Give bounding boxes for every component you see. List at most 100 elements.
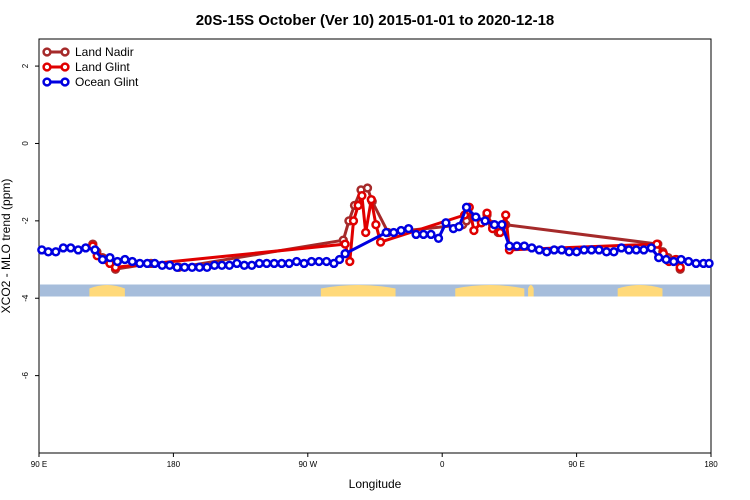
data-point xyxy=(127,256,137,267)
legend-swatch-marker xyxy=(60,77,70,87)
data-point xyxy=(277,258,287,269)
data-point xyxy=(639,245,649,255)
data-point xyxy=(469,225,479,236)
y-tick-label: -2 xyxy=(21,217,30,225)
data-point xyxy=(654,252,664,263)
data-point xyxy=(362,183,373,193)
data-point xyxy=(501,210,511,220)
data-point xyxy=(675,262,685,272)
data-point xyxy=(334,254,345,265)
data-point xyxy=(433,233,444,243)
legend-swatch-marker xyxy=(42,47,52,57)
land-segment xyxy=(455,284,525,297)
x-tick-label: 90 E xyxy=(568,460,584,469)
legend-label: Ocean Glint xyxy=(75,75,139,89)
land-segment xyxy=(528,284,534,297)
data-point xyxy=(527,243,537,253)
data-point xyxy=(418,229,429,240)
data-point xyxy=(519,241,529,251)
data-point xyxy=(480,216,490,226)
data-point xyxy=(504,241,515,251)
data-point xyxy=(284,258,294,269)
data-point xyxy=(321,256,332,267)
data-point xyxy=(97,254,108,265)
data-point xyxy=(624,245,634,255)
data-point xyxy=(306,256,317,267)
data-point xyxy=(51,247,61,257)
data-point xyxy=(172,262,182,272)
data-point xyxy=(396,225,406,236)
data-point xyxy=(375,237,386,247)
data-point xyxy=(471,212,481,222)
x-tick-label: 0 xyxy=(440,460,445,469)
data-point xyxy=(371,220,381,230)
data-point xyxy=(291,256,302,267)
data-point xyxy=(564,247,574,257)
data-point xyxy=(557,245,567,255)
data-point xyxy=(601,247,612,257)
data-point xyxy=(187,262,197,272)
data-point xyxy=(90,245,100,255)
legend-swatch-marker xyxy=(42,77,52,87)
land-segment xyxy=(320,284,396,297)
data-point xyxy=(165,260,175,270)
legend-item: Land Glint xyxy=(42,60,130,74)
land-ocean-mask xyxy=(40,284,710,297)
data-point xyxy=(411,229,421,240)
legend-label: Land Nadir xyxy=(75,45,134,59)
data-point xyxy=(299,258,309,269)
data-point xyxy=(426,229,436,240)
y-axis-title: XCO2 - MLO trend (ppm) xyxy=(0,179,13,314)
data-point xyxy=(676,254,686,265)
data-point xyxy=(120,254,130,265)
data-point xyxy=(571,247,582,257)
data-point xyxy=(224,260,235,270)
x-axis-title: Longitude xyxy=(349,477,402,491)
legend-item: Land Nadir xyxy=(42,45,134,59)
data-point xyxy=(389,227,399,238)
x-tick-label: 180 xyxy=(704,460,718,469)
data-point xyxy=(43,247,53,257)
data-point xyxy=(461,202,472,212)
data-point xyxy=(340,249,350,259)
legend-item: Ocean Glint xyxy=(42,75,139,89)
x-tick-label: 90 E xyxy=(31,460,47,469)
data-point xyxy=(348,216,359,226)
data-point xyxy=(73,245,83,255)
y-tick-label: 2 xyxy=(21,63,30,68)
data-point xyxy=(594,245,604,255)
data-point xyxy=(58,243,68,253)
data-point xyxy=(66,243,76,253)
data-point xyxy=(534,245,544,255)
data-point xyxy=(202,262,212,272)
data-point xyxy=(179,262,190,272)
data-point xyxy=(661,254,671,265)
data-point xyxy=(247,260,257,270)
data-point xyxy=(340,239,350,249)
data-point xyxy=(353,200,363,211)
data-point xyxy=(441,218,451,228)
y-tick-label: 0 xyxy=(21,141,30,146)
data-point xyxy=(381,227,391,238)
y-tick-label: -6 xyxy=(21,372,30,380)
legend-swatch-marker xyxy=(42,62,52,72)
series-ocean-glint xyxy=(37,202,714,272)
data-point xyxy=(542,247,552,257)
data-point xyxy=(254,258,264,269)
data-point xyxy=(609,247,619,257)
data-point xyxy=(194,262,205,272)
data-point xyxy=(454,222,464,232)
data-point xyxy=(683,256,694,267)
data-point xyxy=(209,260,220,270)
land-segment xyxy=(89,284,125,297)
data-point xyxy=(150,258,160,269)
data-point xyxy=(135,258,145,269)
data-point xyxy=(669,256,679,267)
data-point xyxy=(345,256,355,267)
data-point xyxy=(232,258,242,269)
data-point xyxy=(704,258,714,269)
data-point xyxy=(497,220,507,230)
y-tick-label: -4 xyxy=(21,294,30,302)
